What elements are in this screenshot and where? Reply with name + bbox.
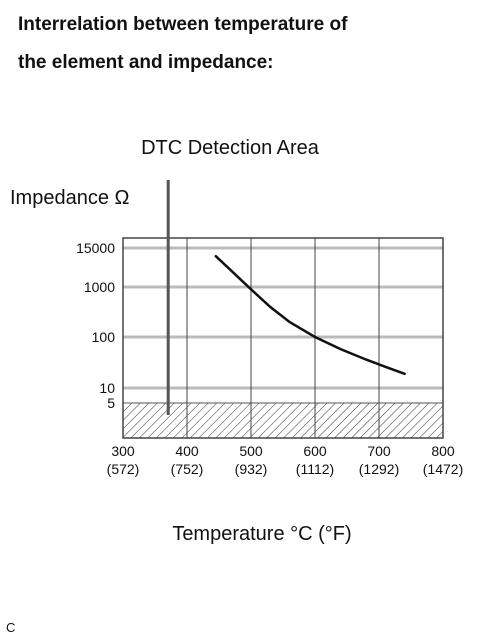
- x-tick-label: 800: [431, 443, 455, 459]
- x-tick-label: 600: [303, 443, 327, 459]
- x-axis-label: Temperature °C (°F): [172, 523, 351, 545]
- y-tick-label: 1000: [84, 279, 115, 295]
- heading-line-2: the element and impedance:: [18, 52, 274, 73]
- x-tick-label: 700: [367, 443, 391, 459]
- x-tick-sublabel: (1472): [423, 461, 463, 477]
- x-tick-label: 500: [239, 443, 263, 459]
- plot-area: 15000 1000 100 105 300 (572) 400 (752) 500 (932) 6…: [76, 180, 463, 477]
- y-tick-label: 10: [99, 380, 115, 396]
- x-tick-label: 300: [111, 443, 135, 459]
- chart-title: DTC Detection Area: [141, 137, 320, 159]
- corner-mark: C: [6, 620, 16, 635]
- x-tick-label: 400: [175, 443, 199, 459]
- x-tick-sublabel: (1292): [359, 461, 399, 477]
- y-tick-label: 15000: [76, 240, 115, 256]
- plot-frame: [122, 237, 444, 439]
- y-tick-label: 5: [107, 395, 115, 411]
- x-tick-sublabel: (572): [107, 461, 140, 477]
- x-tick-sublabel: (1112): [296, 461, 334, 477]
- x-tick-sublabel: (752): [171, 461, 204, 477]
- y-axis-label: Impedance Ω: [10, 187, 130, 209]
- dtc-shaded-region: [123, 403, 443, 438]
- impedance-curve: [214, 254, 406, 376]
- x-tick-sublabel: (932): [235, 461, 268, 477]
- heading-line-1: Interrelation between temperature of: [18, 14, 348, 35]
- chart-heading: Interrelation between temperature of the…: [18, 6, 347, 82]
- y-tick-label: 100: [92, 329, 116, 345]
